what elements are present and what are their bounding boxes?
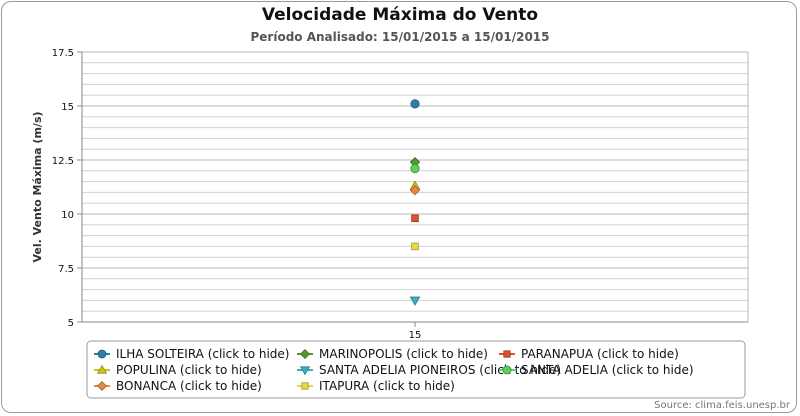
point-paranapua[interactable]: [411, 214, 419, 223]
legend-item-itapura[interactable]: ITAPURA (click to hide): [297, 379, 455, 393]
y-axis-ticks: 5 7.5 10 12.5 15 17.5: [52, 48, 82, 329]
x-tick-label: 15: [409, 330, 422, 341]
point-santa-adelia[interactable]: [410, 164, 420, 174]
chart-subtitle: Período Analisado: 15/01/2015 a 15/01/20…: [250, 30, 549, 44]
chart-title: Velocidade Máxima do Vento: [262, 5, 538, 25]
legend-marker: [97, 381, 107, 391]
legend-item-santa-adelia[interactable]: SANTA ADELIA (click to hide): [499, 363, 694, 377]
legend-label[interactable]: PARANAPUA (click to hide): [521, 347, 679, 361]
legend[interactable]: ILHA SOLTEIRA (click to hide) MARINOPOLIS…: [94, 347, 694, 393]
source-credit[interactable]: Source: clima.feis.unesp.br: [654, 400, 791, 411]
legend-label[interactable]: BONANCA (click to hide): [116, 379, 262, 393]
y-tick-label: 7.5: [58, 264, 74, 275]
legend-item-santa-adelia-pioneiros[interactable]: SANTA ADELIA PIONEIROS (click to hide): [297, 363, 561, 377]
legend-marker: [300, 349, 310, 359]
legend-marker: [96, 364, 108, 374]
legend-item-marinopolis[interactable]: MARINOPOLIS (click to hide): [297, 347, 488, 361]
legend-label[interactable]: SANTA ADELIA (click to hide): [521, 363, 694, 377]
legend-item-populina[interactable]: POPULINA (click to hide): [94, 363, 262, 377]
point-itapura[interactable]: [411, 242, 419, 251]
legend-label[interactable]: SANTA ADELIA PIONEIROS (click to hide): [319, 363, 561, 377]
x-axis-ticks: 15: [409, 322, 422, 341]
data-points: [409, 99, 421, 306]
legend-box: [86, 340, 746, 399]
point-ilha-solteira[interactable]: [410, 99, 420, 109]
legend-marker: [502, 365, 512, 375]
y-tick-label: 17.5: [52, 48, 74, 59]
legend-item-bonanca[interactable]: BONANCA (click to hide): [94, 379, 262, 393]
legend-label[interactable]: ITAPURA (click to hide): [319, 379, 455, 393]
y-tick-label: 15: [61, 102, 74, 113]
y-tick-label: 12.5: [52, 156, 74, 167]
y-tick-label: 5: [68, 318, 74, 329]
legend-marker: [301, 382, 309, 390]
legend-label[interactable]: MARINOPOLIS (click to hide): [319, 347, 488, 361]
legend-item-ilha-solteira[interactable]: ILHA SOLTEIRA (click to hide): [94, 347, 289, 361]
legend-marker: [299, 366, 311, 376]
legend-label[interactable]: POPULINA (click to hide): [116, 363, 262, 377]
legend-marker: [97, 349, 107, 359]
legend-marker: [503, 350, 511, 358]
legend-item-paranapua[interactable]: PARANAPUA (click to hide): [499, 347, 679, 361]
y-tick-label: 10: [61, 210, 74, 221]
point-santa-adelia-pioneiros[interactable]: [409, 296, 421, 306]
y-axis-title: Vel. Vento Máxima (m/s): [31, 111, 44, 262]
point-bonanca[interactable]: [409, 185, 421, 196]
legend-label[interactable]: ILHA SOLTEIRA (click to hide): [116, 347, 289, 361]
